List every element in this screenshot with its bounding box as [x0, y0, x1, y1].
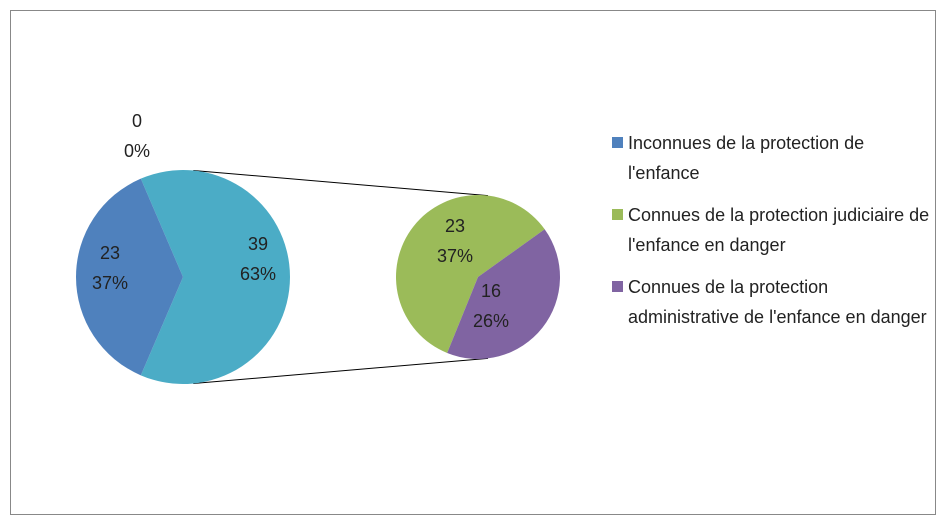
pie-slice: [447, 229, 560, 359]
legend-entry: Inconnues de la protection de l'enfance: [612, 128, 932, 188]
connector: [193, 357, 489, 385]
data-label: 26%: [473, 311, 509, 331]
data-label: 39: [248, 234, 268, 254]
chart-border: [10, 10, 936, 515]
pie-slice: [75, 178, 183, 376]
data-label: 0: [132, 111, 142, 131]
data-label: 37%: [92, 273, 128, 293]
legend-label: Inconnues de la protection de l'enfance: [628, 133, 865, 183]
legend-label: Connues de la protection judiciaire de l…: [628, 205, 930, 255]
data-label: 0%: [124, 141, 150, 161]
pie-slice: [140, 169, 290, 384]
legend-entry: Connues de la protection administrative …: [612, 272, 932, 332]
data-label: 37%: [437, 246, 473, 266]
data-label: 63%: [240, 264, 276, 284]
legend-label: Connues de la protection administrative …: [628, 277, 927, 327]
data-label: 23: [100, 243, 120, 263]
legend-entry: Connues de la protection judiciaire de l…: [612, 200, 932, 260]
pie-slice: [396, 194, 545, 353]
legend-swatch: [612, 137, 623, 148]
legend: Inconnues de la protection de l'enfance C…: [612, 128, 932, 344]
connector: [193, 169, 489, 197]
legend-swatch: [612, 281, 623, 292]
data-label: 23: [445, 216, 465, 236]
legend-swatch: [612, 209, 623, 220]
data-label: 16: [481, 281, 501, 301]
